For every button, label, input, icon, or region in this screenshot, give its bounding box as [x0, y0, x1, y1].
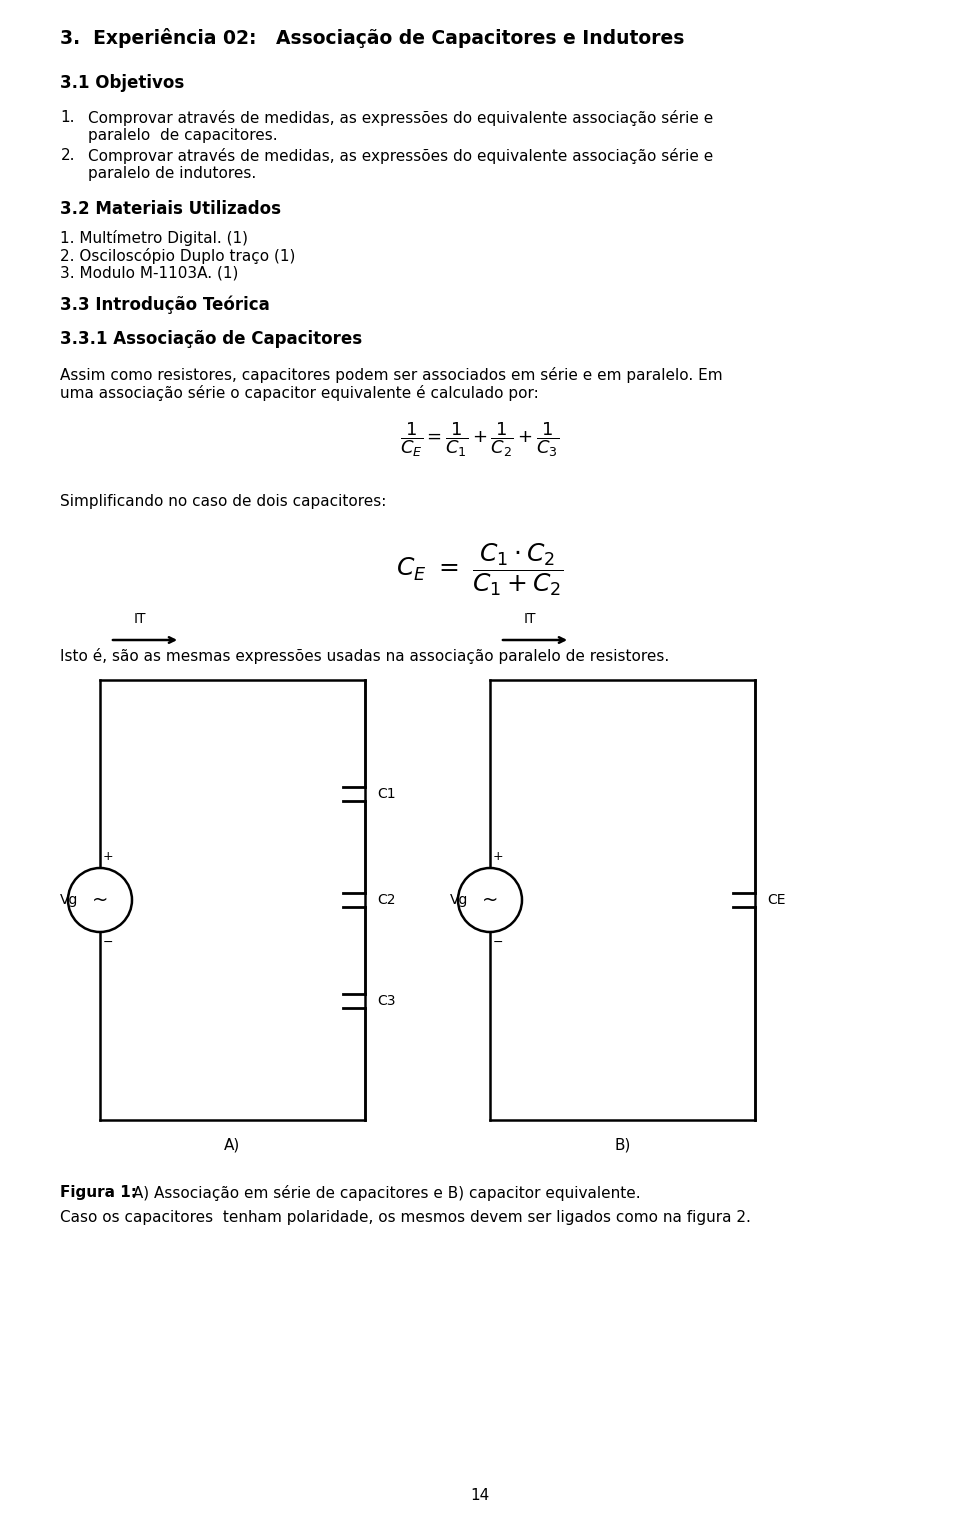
Text: 1.: 1. [60, 111, 75, 126]
Text: C1: C1 [377, 788, 396, 801]
Text: 1. Multímetro Digital. (1): 1. Multímetro Digital. (1) [60, 230, 249, 245]
Text: ~: ~ [92, 891, 108, 909]
Text: C3: C3 [377, 994, 396, 1007]
Text: Figura 1:: Figura 1: [60, 1185, 137, 1200]
Text: −: − [492, 936, 503, 948]
Text: A): A) [225, 1138, 241, 1153]
Text: IT: IT [524, 612, 537, 626]
Text: 2. Osciloscópio Duplo traço (1): 2. Osciloscópio Duplo traço (1) [60, 248, 296, 264]
Text: Vg: Vg [60, 892, 78, 907]
Text: Caso os capacitores  tenham polaridade, os mesmos devem ser ligados como na figu: Caso os capacitores tenham polaridade, o… [60, 1210, 752, 1226]
Text: Comprovar através de medidas, as expressões do equivalente associação série e
pa: Comprovar através de medidas, as express… [88, 148, 713, 182]
Circle shape [68, 868, 132, 932]
Text: uma associação série o capacitor equivalente é calculado por:: uma associação série o capacitor equival… [60, 385, 540, 401]
Text: Assim como resistores, capacitores podem ser associados em série e em paralelo. : Assim como resistores, capacitores podem… [60, 367, 723, 383]
Text: CE: CE [767, 892, 785, 907]
Text: B): B) [614, 1138, 631, 1153]
Text: A) Associação em série de capacitores e B) capacitor equivalente.: A) Associação em série de capacitores e … [129, 1185, 641, 1201]
Text: Isto é, são as mesmas expressões usadas na associação paralelo de resistores.: Isto é, são as mesmas expressões usadas … [60, 648, 670, 664]
Text: +: + [103, 850, 113, 864]
Text: Simplificando no caso de dois capacitores:: Simplificando no caso de dois capacitore… [60, 494, 387, 509]
Circle shape [458, 868, 522, 932]
Text: 3.3 Introdução Teórica: 3.3 Introdução Teórica [60, 295, 270, 315]
Text: $\dfrac{1}{C_E} = \dfrac{1}{C_1} + \dfrac{1}{C_2} + \dfrac{1}{C_3}$: $\dfrac{1}{C_E} = \dfrac{1}{C_1} + \dfra… [400, 421, 560, 459]
Text: 2.: 2. [60, 148, 75, 164]
Text: 3.1 Objetivos: 3.1 Objetivos [60, 74, 184, 92]
Text: −: − [103, 936, 113, 948]
Text: 3.2 Materiais Utilizados: 3.2 Materiais Utilizados [60, 200, 281, 218]
Text: ~: ~ [482, 891, 498, 909]
Text: 14: 14 [470, 1488, 490, 1503]
Text: Comprovar através de medidas, as expressões do equivalente associação série e
pa: Comprovar através de medidas, as express… [88, 111, 713, 144]
Text: C2: C2 [377, 892, 396, 907]
Text: 3. Modulo M-1103A. (1): 3. Modulo M-1103A. (1) [60, 267, 239, 280]
Text: IT: IT [133, 612, 146, 626]
Text: $C_E \ = \ \dfrac{C_1 \cdot C_2}{C_1 + C_2}$: $C_E \ = \ \dfrac{C_1 \cdot C_2}{C_1 + C… [396, 542, 564, 598]
Text: +: + [492, 850, 503, 864]
Text: Vg: Vg [449, 892, 468, 907]
Text: 3.3.1 Associação de Capacitores: 3.3.1 Associação de Capacitores [60, 330, 363, 348]
Text: 3.  Experiência 02:   Associação de Capacitores e Indutores: 3. Experiência 02: Associação de Capacit… [60, 27, 684, 48]
